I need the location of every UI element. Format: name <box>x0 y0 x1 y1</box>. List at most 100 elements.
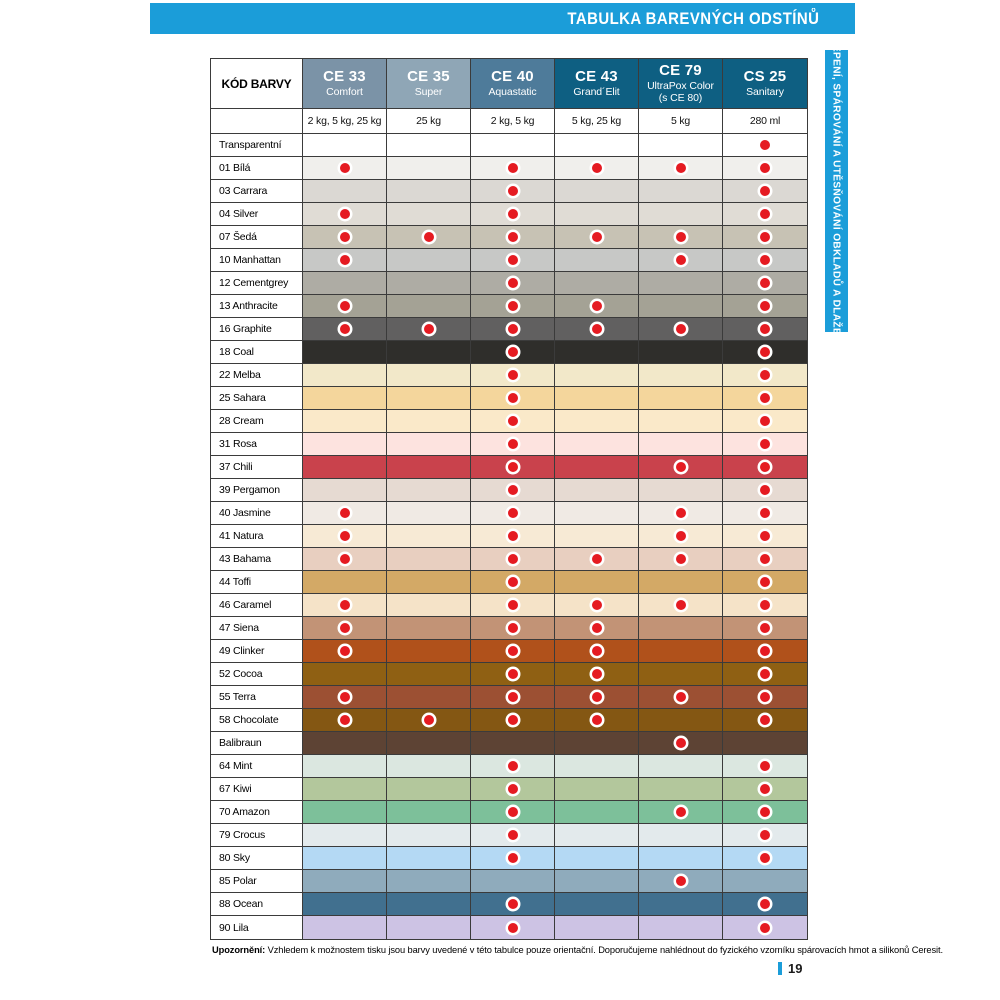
color-code-label: 40 Jasmine <box>211 502 303 525</box>
availability-dot-icon <box>507 324 518 334</box>
availability-cell <box>555 387 639 410</box>
availability-dot-icon <box>507 669 518 679</box>
availability-dot-icon <box>760 232 770 242</box>
availability-dot-icon <box>591 646 602 656</box>
availability-cell <box>471 249 555 272</box>
availability-cell <box>639 502 723 525</box>
availability-cell <box>471 180 555 203</box>
product-name: Comfort <box>326 85 363 98</box>
availability-cell <box>387 617 471 640</box>
availability-cell <box>723 801 807 824</box>
availability-cell <box>387 157 471 180</box>
availability-dot-icon <box>339 324 350 334</box>
product-code: CE 79 <box>659 62 702 80</box>
availability-cell <box>303 847 387 870</box>
availability-cell <box>303 525 387 548</box>
page-number: 19 <box>788 961 803 976</box>
availability-dot-icon <box>760 531 770 541</box>
availability-dot-icon <box>675 692 686 702</box>
availability-dot-icon <box>760 416 770 426</box>
availability-cell <box>387 433 471 456</box>
availability-dot-icon <box>507 899 518 909</box>
availability-cell <box>387 364 471 387</box>
availability-cell <box>723 318 807 341</box>
availability-cell <box>723 456 807 479</box>
chapter-side-tab: LEPENÍ, SPÁROVÁNÍ A UTĚSŇOVÁNÍ OBKLADŮ A… <box>825 39 848 343</box>
availability-cell <box>555 801 639 824</box>
code-column-header: KÓD BARVY <box>211 59 303 109</box>
availability-dot-icon <box>675 531 686 541</box>
availability-cell <box>303 732 387 755</box>
availability-dot-icon <box>507 278 518 288</box>
product-header-ce35: CE 35 Super <box>387 59 471 109</box>
availability-dot-icon <box>507 209 518 219</box>
availability-cell <box>723 709 807 732</box>
availability-cell <box>303 272 387 295</box>
color-row: 52 Cocoa <box>211 663 807 686</box>
availability-dot-icon <box>760 370 770 380</box>
color-row: 10 Manhattan <box>211 249 807 272</box>
availability-dot-icon <box>339 554 350 564</box>
availability-cell <box>555 180 639 203</box>
availability-cell <box>387 640 471 663</box>
availability-cell <box>555 433 639 456</box>
availability-cell <box>303 318 387 341</box>
color-code-label: 18 Coal <box>211 341 303 364</box>
availability-dot-icon <box>760 899 770 909</box>
availability-cell <box>471 709 555 732</box>
availability-cell <box>387 686 471 709</box>
availability-dot-icon <box>591 715 602 725</box>
availability-dot-icon <box>339 646 350 656</box>
availability-cell <box>303 617 387 640</box>
availability-cell <box>555 709 639 732</box>
availability-cell <box>723 916 807 939</box>
availability-cell <box>723 134 807 157</box>
availability-dot-icon <box>591 554 602 564</box>
availability-cell <box>723 778 807 801</box>
color-row: 43 Bahama <box>211 548 807 571</box>
color-code-label: 52 Cocoa <box>211 663 303 686</box>
availability-cell <box>471 272 555 295</box>
availability-cell <box>555 318 639 341</box>
availability-dot-icon <box>675 738 686 748</box>
packaging-cell: 5 kg, 25 kg <box>555 109 639 134</box>
availability-cell <box>555 157 639 180</box>
availability-cell <box>555 686 639 709</box>
availability-dot-icon <box>507 347 518 357</box>
color-code-label: 58 Chocolate <box>211 709 303 732</box>
availability-dot-icon <box>507 715 518 725</box>
availability-dot-icon <box>675 508 686 518</box>
availability-cell <box>471 663 555 686</box>
availability-dot-icon <box>760 462 770 472</box>
availability-cell <box>387 755 471 778</box>
availability-dot-icon <box>507 508 518 518</box>
availability-dot-icon <box>507 784 518 794</box>
availability-dot-icon <box>760 255 770 265</box>
availability-cell <box>303 203 387 226</box>
availability-cell <box>303 893 387 916</box>
availability-cell <box>639 364 723 387</box>
color-code-label: 39 Pergamon <box>211 479 303 502</box>
availability-cell <box>303 755 387 778</box>
availability-cell <box>639 157 723 180</box>
availability-cell <box>639 617 723 640</box>
availability-cell <box>387 479 471 502</box>
availability-cell <box>639 272 723 295</box>
color-code-label: 10 Manhattan <box>211 249 303 272</box>
color-row: 31 Rosa <box>211 433 807 456</box>
availability-cell <box>723 249 807 272</box>
availability-cell <box>303 686 387 709</box>
color-row: 49 Clinker <box>211 640 807 663</box>
availability-cell <box>555 203 639 226</box>
availability-cell <box>471 801 555 824</box>
availability-cell <box>471 594 555 617</box>
color-row: 47 Siena <box>211 617 807 640</box>
availability-cell <box>387 594 471 617</box>
color-code-label: 01 Bílá <box>211 157 303 180</box>
availability-cell <box>555 847 639 870</box>
availability-dot-icon <box>507 485 518 495</box>
color-row: 58 Chocolate <box>211 709 807 732</box>
availability-cell <box>723 571 807 594</box>
availability-cell <box>723 870 807 893</box>
color-row: 41 Natura <box>211 525 807 548</box>
